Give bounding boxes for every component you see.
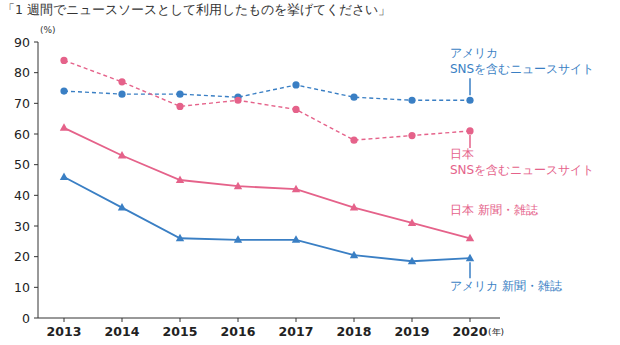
series-label-line: アメリカ 新聞・雑誌	[450, 279, 562, 293]
marker	[466, 234, 474, 242]
marker	[292, 106, 299, 113]
marker	[408, 218, 416, 226]
marker	[234, 235, 242, 243]
marker	[350, 137, 357, 144]
y-axis	[38, 42, 39, 318]
y-tick-label: 10	[14, 280, 30, 295]
series-label: アメリカ SNSを含むニュースサイト	[450, 46, 594, 76]
y-tick-label: 90	[14, 35, 30, 50]
y-tick-label: 80	[14, 65, 30, 80]
x-tick	[296, 318, 297, 322]
y-tick	[34, 287, 38, 288]
y-tick	[34, 72, 38, 73]
x-tick	[238, 318, 239, 322]
marker	[60, 172, 68, 180]
x-tick	[412, 318, 413, 322]
y-tick-label: 40	[14, 188, 30, 203]
series-line	[64, 177, 470, 261]
x-tick-label: 2016	[221, 324, 256, 339]
marker	[60, 57, 67, 64]
marker	[408, 257, 416, 265]
y-tick	[34, 42, 38, 43]
label-connector	[469, 262, 471, 278]
marker	[118, 78, 125, 85]
chart: 「1 週間でニュースソースとして利用したものを挙げてください」 (%) 0 10 20 3…	[0, 0, 620, 345]
x-label: (年)	[488, 327, 504, 337]
x-tick	[354, 318, 355, 322]
y-tick	[34, 134, 38, 135]
marker	[118, 203, 126, 211]
y-tick-label: 0	[22, 311, 30, 326]
series-label-line: SNSを含むニュースサイト	[450, 163, 594, 177]
title: 「1 週間でニュースソースとして利用したものを挙げてください」	[2, 2, 391, 17]
series-line	[64, 85, 470, 100]
y-tick-label: 20	[14, 249, 30, 264]
x-tick	[122, 318, 123, 322]
y-tick	[34, 226, 38, 227]
marker	[234, 182, 242, 190]
marker	[350, 94, 357, 101]
series-line	[64, 60, 470, 140]
marker	[466, 254, 474, 262]
x-tick-label: 2014	[105, 324, 140, 339]
marker	[292, 235, 300, 243]
series-label: アメリカ 新聞・雑誌	[450, 279, 562, 293]
marker	[350, 251, 358, 259]
marker	[60, 87, 67, 94]
x-tick	[180, 318, 181, 322]
marker	[176, 91, 183, 98]
y-tick	[34, 256, 38, 257]
marker	[176, 234, 184, 242]
series-label-line: 日本 新聞・雑誌	[450, 203, 538, 217]
marker	[176, 103, 183, 110]
marker	[350, 203, 358, 211]
marker	[118, 91, 125, 98]
y-tick-label: 30	[14, 219, 30, 234]
y-tick-label: 60	[14, 127, 30, 142]
marker	[466, 97, 473, 104]
marker	[292, 81, 299, 88]
marker	[234, 97, 241, 104]
y-tick	[34, 318, 38, 319]
x-tick-label: 2015	[163, 324, 198, 339]
y-tick	[34, 103, 38, 104]
y-tick	[34, 195, 38, 196]
y-tick	[34, 164, 38, 165]
marker	[292, 185, 300, 193]
x-tick	[64, 318, 65, 322]
series-label: 日本 SNSを含むニュースサイト	[450, 147, 594, 177]
x-tick-label: 2013	[47, 324, 82, 339]
x-tick-label: 2019	[395, 324, 430, 339]
chart-root: 「1 週間でニュースソースとして利用したものを挙げてください」 (%) 0 10 20 3…	[0, 0, 620, 345]
series-line	[64, 128, 470, 238]
marker	[408, 132, 415, 139]
y-tick-label: 70	[14, 96, 30, 111]
x-tick-label: 2018	[337, 324, 372, 339]
series-label: 日本 新聞・雑誌	[450, 203, 538, 217]
x-axis	[38, 318, 500, 319]
data-group	[60, 57, 474, 264]
series-label-line: アメリカ	[450, 46, 498, 60]
x-tick-label: 2020	[453, 324, 488, 339]
label-connector	[469, 78, 471, 95]
x-tick	[470, 318, 471, 322]
marker	[408, 97, 415, 104]
series-label-line: SNSを含むニュースサイト	[450, 62, 594, 76]
marker	[466, 127, 473, 134]
x-tick-label: 2017	[279, 324, 314, 339]
marker	[60, 123, 68, 131]
marker	[118, 151, 126, 159]
y-label: (%)	[40, 25, 56, 35]
marker	[176, 176, 184, 184]
series-label-line: 日本	[450, 147, 474, 161]
y-tick-label: 50	[14, 157, 30, 172]
